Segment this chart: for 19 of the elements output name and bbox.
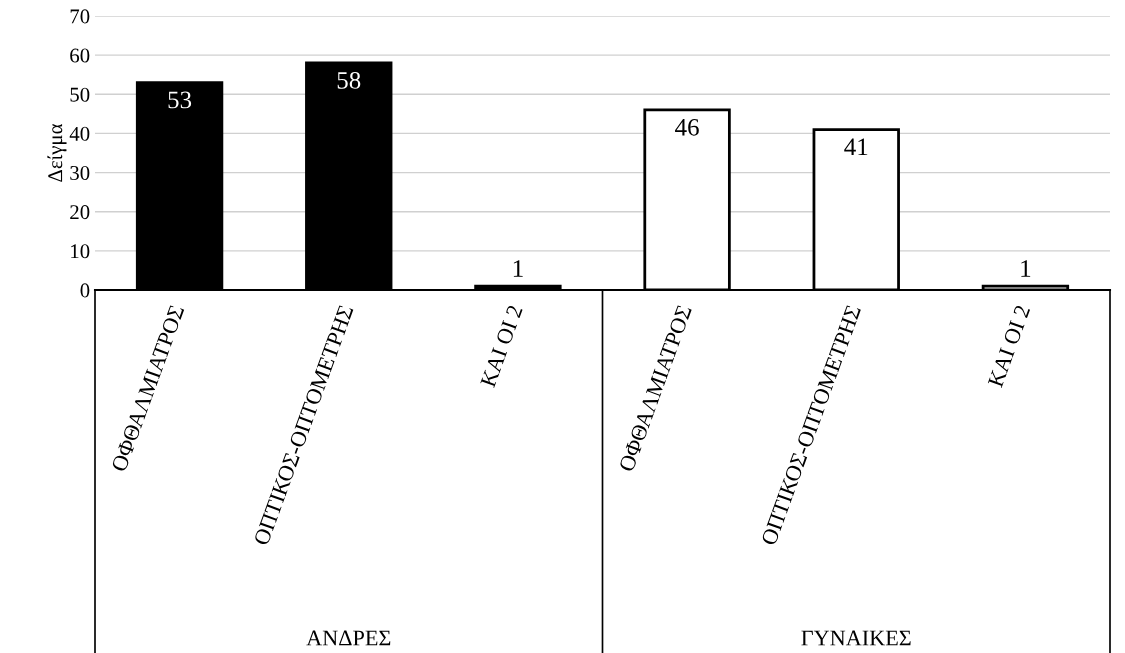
data-label: 1 — [1021, 260, 1031, 277]
x-tick-label: ΚΑΙ ΟΙ 2 — [987, 304, 1031, 388]
data-label: 1 — [513, 260, 523, 277]
text: ΓΥΝΑΙΚΕΣ — [801, 630, 911, 646]
y-tick-label: 20 — [70, 205, 90, 220]
data-label: 41 — [844, 138, 868, 156]
data-label: 53 — [168, 91, 192, 109]
y-tick-label: 50 — [70, 87, 90, 102]
y-tick-label: 10 — [71, 244, 90, 259]
y-tick-label: 0 — [80, 283, 90, 298]
y-axis-title: Δείγμα — [47, 123, 67, 182]
x-tick-label: ΚΑΙ ΟΙ 2 — [480, 304, 523, 388]
y-tick-label: 40 — [69, 126, 90, 141]
data-label: 46 — [675, 118, 699, 136]
y-tick-label: 70 — [70, 9, 90, 24]
y-tick-label: 30 — [70, 165, 90, 180]
data-label: 58 — [337, 71, 361, 89]
text: ΑΝΔΡΕΣ — [306, 630, 391, 646]
y-tick-label: 60 — [70, 48, 90, 63]
